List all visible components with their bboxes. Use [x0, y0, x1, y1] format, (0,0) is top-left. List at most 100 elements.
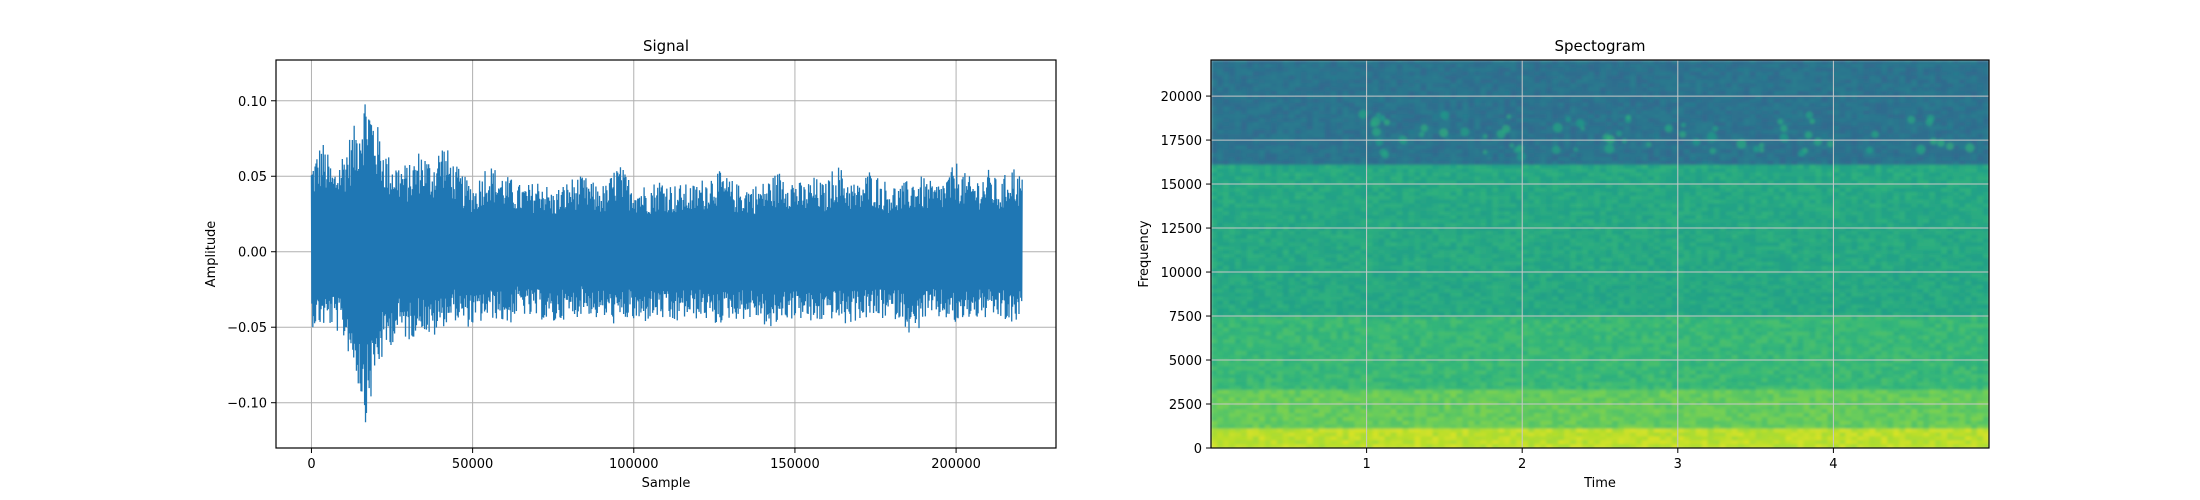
spectrogram-cell	[1833, 94, 1840, 100]
spectrogram-cell	[1462, 110, 1469, 115]
spectrogram-cell	[1815, 133, 1823, 139]
spectrogram-cell	[1953, 188, 1960, 193]
spectrogram-cell	[1923, 98, 1930, 104]
spectrogram-cell	[1318, 191, 1326, 197]
spectrogram-cell	[1312, 145, 1320, 150]
spectrogram-cell	[1659, 114, 1667, 119]
spectrogram-cell	[1426, 153, 1434, 158]
spectrogram-cell	[1899, 180, 1906, 185]
spectrogram-cell	[1486, 75, 1493, 80]
spectrogram-cell	[1252, 191, 1260, 197]
spectrogram-cell	[1749, 203, 1757, 209]
spectrogram-cell	[1815, 98, 1823, 104]
spectrogram-cell	[1402, 122, 1410, 127]
spectrogram-cell	[1558, 195, 1565, 201]
spectrogram-cell	[1211, 125, 1218, 131]
spectrogram-cell	[1611, 83, 1619, 88]
spectrogram-cell	[1707, 164, 1715, 170]
spectrogram-cell	[1755, 83, 1763, 88]
spectrogram-cell	[1456, 122, 1463, 127]
spectrogram-cell	[1821, 195, 1829, 201]
spectrogram-cell	[1815, 149, 1823, 154]
spectrogram-cell	[1360, 67, 1368, 73]
spectrogram-cell	[1396, 149, 1404, 154]
spectrogram-cell	[1354, 149, 1362, 154]
spectrogram-cell	[1318, 195, 1326, 201]
spectrogram-cell	[1306, 164, 1314, 170]
spectrogram-cell	[1683, 172, 1691, 177]
spectrogram-cell	[1929, 176, 1936, 181]
spectrogram-cell	[1258, 102, 1266, 108]
spectrogram-cell	[1839, 191, 1846, 197]
spectrogram-cell	[1528, 203, 1535, 209]
spectrogram-cell	[1779, 79, 1787, 84]
spectrogram-cell	[1899, 83, 1906, 88]
spectrogram-cell	[1875, 91, 1882, 96]
spectrogram-cell	[1743, 79, 1751, 84]
spectrogram-cell	[1378, 60, 1386, 65]
spectrogram-cell	[1851, 110, 1858, 115]
spectrogram-cell	[1839, 145, 1846, 150]
spectrogram-cell	[1456, 87, 1463, 92]
spectrogram-cell	[1570, 133, 1577, 139]
spectrogram-cell	[1713, 199, 1721, 205]
spectrogram-cell	[1965, 157, 1972, 162]
spectrogram-cell	[1522, 141, 1529, 146]
spectrogram-cell	[1965, 118, 1972, 123]
spectrogram-cell	[1887, 168, 1894, 174]
spectrogram-cell	[1779, 122, 1787, 127]
spectrogram-cell	[1222, 91, 1230, 96]
spectrogram-cell	[1965, 102, 1972, 108]
spectrogram-cell	[1707, 60, 1715, 65]
spectrogram-cell	[1773, 114, 1781, 119]
spectrogram-cell	[1270, 129, 1278, 135]
spectrogram-cell	[1701, 114, 1709, 119]
spectrogram-cell	[1414, 145, 1422, 150]
spectrogram-cell	[1659, 168, 1667, 174]
spectrogram-cell	[1306, 87, 1314, 92]
spectrogram-cell	[1528, 94, 1535, 100]
spectrogram-cell	[1594, 98, 1601, 104]
spectrogram-cell	[1390, 141, 1398, 146]
spectrogram-cell	[1857, 75, 1864, 80]
spectrogram-cell	[1827, 91, 1834, 96]
spectrogram-cell	[1228, 79, 1236, 84]
spectrogram-cell	[1558, 87, 1565, 92]
spectrogram-cell	[1971, 71, 1978, 77]
spectrogram-cell	[1959, 141, 1966, 146]
spectrogram-cell	[1857, 102, 1864, 108]
spectrogram-cell	[1821, 87, 1829, 92]
spectrogram-cell	[1300, 60, 1308, 65]
spectrogram-cell	[1240, 164, 1248, 170]
spectrogram-cell	[1336, 94, 1344, 100]
spectrogram-cell	[1354, 75, 1362, 80]
spectrogram-cell	[1486, 203, 1493, 209]
spectrogram-cell	[1845, 63, 1852, 69]
spectrogram-cell	[1240, 203, 1248, 209]
spectrogram-cell	[1348, 188, 1356, 193]
spectrogram-cell	[1809, 125, 1817, 131]
spectrogram-cell	[1234, 106, 1242, 112]
spectrogram-cell	[1665, 79, 1673, 84]
spectrogram-cell	[1402, 168, 1410, 174]
spectrogram-cell	[1558, 94, 1565, 100]
spectrogram-cell	[1276, 110, 1284, 115]
spectrogram-cell	[1983, 91, 1989, 96]
spectrogram-cell	[1905, 60, 1912, 65]
spectrogram-cell	[1582, 75, 1589, 80]
spectrogram-cell	[1300, 141, 1308, 146]
spectrogram-cell	[1234, 125, 1242, 131]
spectrogram-cell	[1540, 125, 1547, 131]
spectrogram-cell	[1623, 122, 1631, 127]
spectrogram-cell	[1611, 188, 1619, 193]
spectrogram-cell	[1306, 180, 1314, 185]
spectrogram-cell	[1234, 149, 1242, 154]
spectrogram-cell	[1821, 67, 1829, 73]
spectrogram-cell	[1288, 63, 1296, 69]
spectrogram-cell	[1342, 71, 1350, 77]
spectrogram-cell	[1611, 71, 1619, 77]
spectrogram-cell	[1240, 106, 1248, 112]
spectrogram-cell	[1731, 83, 1739, 88]
spectrogram-cell	[1300, 133, 1308, 139]
spectrogram-cell	[1582, 168, 1589, 174]
